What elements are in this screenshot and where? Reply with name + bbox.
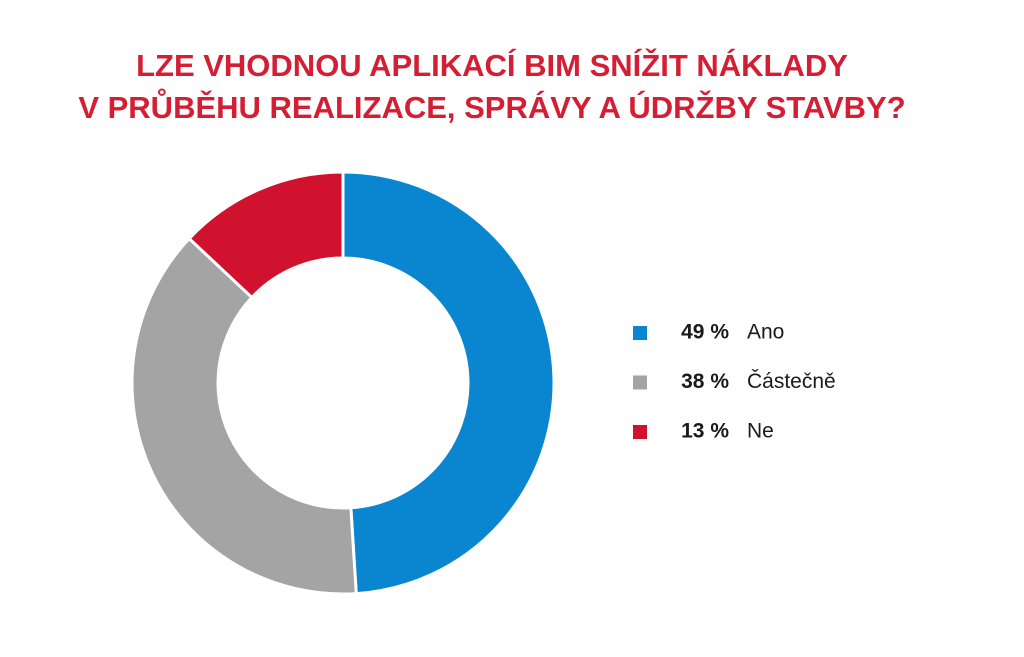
legend-swatch [633,375,647,390]
legend-label: Ano [747,321,784,344]
donut-slice [130,236,358,596]
legend-swatch [633,326,647,340]
donut-slice [187,170,345,300]
legend-label: Částečně [747,370,836,393]
value-label: 49 % [681,321,729,344]
value-label: 38 % [681,370,729,393]
legend-label: Ne [747,420,774,443]
donut-slice [341,170,556,596]
legend-swatch [633,425,647,439]
chart-title: V PRŮBĚHU REALIZACE, SPRÁVY A ÚDRŽBY STA… [78,87,905,125]
chart-title: LZE VHODNOU APLIKACÍ BIM SNÍŽIT NÁKLADY [136,47,848,83]
value-label: 13 % [681,420,729,443]
